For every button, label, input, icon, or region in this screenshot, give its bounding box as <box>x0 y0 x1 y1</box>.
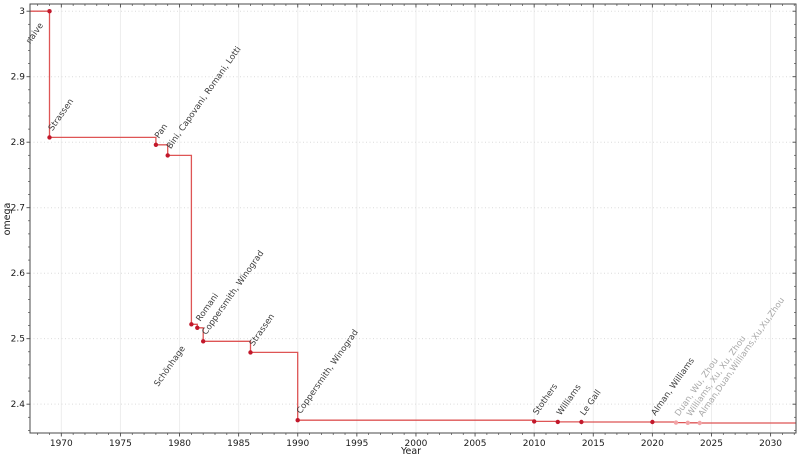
data-point-marker <box>201 339 206 344</box>
data-point-marker <box>579 419 584 425</box>
y-axis-label: omega <box>2 202 13 236</box>
x-tick-label: 1980 <box>168 439 191 449</box>
data-point-marker <box>555 419 560 425</box>
annotation-label: naive <box>24 21 46 46</box>
data-point-marker <box>189 322 194 327</box>
y-tick-label: 2.7 <box>11 204 25 214</box>
data-point-marker <box>295 418 300 423</box>
annotation-label: Le Gall <box>579 388 604 418</box>
x-tick-label: 1985 <box>227 439 250 449</box>
x-tick-label: 2030 <box>759 439 782 449</box>
y-tick-label: 2.4 <box>11 400 26 410</box>
x-tick-label: 1975 <box>109 439 132 449</box>
y-tick-label: 2.8 <box>11 138 26 148</box>
data-point-marker <box>153 142 159 147</box>
x-tick-label: 2015 <box>582 439 605 449</box>
x-tick-label: 2000 <box>405 439 428 449</box>
data-point-marker <box>650 419 655 425</box>
data-point-marker <box>195 325 200 330</box>
x-tick-label: 2025 <box>700 439 723 449</box>
data-point-marker <box>532 419 537 424</box>
x-tick-label: 2010 <box>523 439 546 449</box>
data-point-marker <box>165 153 170 158</box>
y-tick-label: 3 <box>19 7 25 17</box>
data-point-marker <box>248 350 253 355</box>
data-point-marker <box>697 420 702 426</box>
annotation-label: Williams, Xu, Xu, Zhou <box>685 334 748 418</box>
y-tick-label: 2.9 <box>11 73 26 83</box>
data-point-marker <box>673 420 679 425</box>
data-point-marker <box>47 9 52 14</box>
x-axis-label: Year <box>400 446 422 457</box>
plot-frame <box>29 3 797 434</box>
x-tick-label: 1990 <box>286 439 309 449</box>
data-point-marker <box>47 135 52 140</box>
data-point-marker <box>685 420 690 425</box>
annotation-label: Alman,Duan,Williams,Xu,Xu,Zhou <box>697 296 787 419</box>
annotation-label: Coppersmith, Winograd <box>295 328 361 416</box>
x-tick-label: 2005 <box>464 439 487 449</box>
x-tick-label: 2020 <box>641 439 664 449</box>
x-tick-label: 1970 <box>50 439 73 449</box>
omega-step-line <box>30 10 796 424</box>
annotation-label: Strassen <box>248 312 277 348</box>
y-tick-label: 2.6 <box>11 269 26 279</box>
annotation-label: Coppersmith, Winograd <box>200 249 266 337</box>
x-tick-label: 1995 <box>345 439 368 449</box>
annotation-label: Bini, Capovani, Romani, Lotti <box>165 45 244 151</box>
y-tick-label: 2.5 <box>11 335 25 345</box>
annotation-label: Schönhage <box>153 344 188 388</box>
